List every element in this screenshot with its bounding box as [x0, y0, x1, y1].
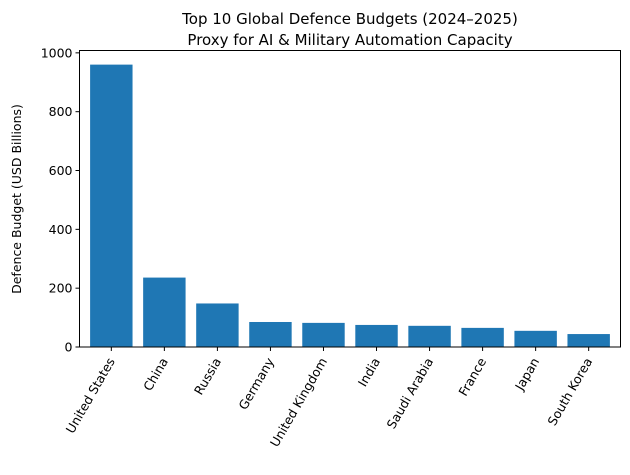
bar-germany	[249, 321, 292, 347]
bar-russia	[196, 303, 239, 347]
bar-japan	[514, 330, 557, 347]
bars-group	[90, 64, 610, 347]
chart-title: Top 10 Global Defence Budgets (2024–2025…	[181, 10, 518, 28]
x-tick-label: United Kingdom	[267, 355, 330, 449]
x-tick-label: Japan	[511, 355, 542, 394]
x-tick-label: France	[455, 355, 489, 399]
y-tick-label: 600	[49, 163, 73, 178]
x-tick-label: Russia	[191, 355, 224, 397]
y-tick-label: 1000	[41, 45, 73, 60]
bar-saudi-arabia	[408, 325, 451, 347]
y-tick-label: 800	[49, 104, 73, 119]
y-tick-label: 0	[65, 340, 73, 355]
bar-united-states	[90, 64, 133, 347]
x-tick-label: South Korea	[544, 355, 595, 428]
x-tick-label: China	[140, 355, 171, 393]
plot-frame	[79, 50, 621, 348]
bar-france	[461, 327, 504, 347]
y-ticks-group: 0 200 400 600 800 1000	[41, 45, 80, 355]
bar-south-korea	[567, 334, 610, 347]
x-tick-label: Saudi Arabia	[384, 355, 437, 431]
y-tick-label: 200	[49, 281, 73, 296]
bar-india	[355, 324, 398, 347]
x-tick-label: India	[355, 355, 383, 389]
y-tick-label: 400	[49, 222, 73, 237]
y-axis-label: Defence Budget (USD Billions)	[9, 104, 24, 294]
x-tick-label: Germany	[235, 354, 277, 412]
bar-united-kingdom	[302, 322, 345, 347]
bar-china	[143, 277, 186, 347]
x-tick-label: United States	[63, 355, 118, 436]
chart-subtitle: Proxy for AI & Military Automation Capac…	[187, 31, 512, 49]
